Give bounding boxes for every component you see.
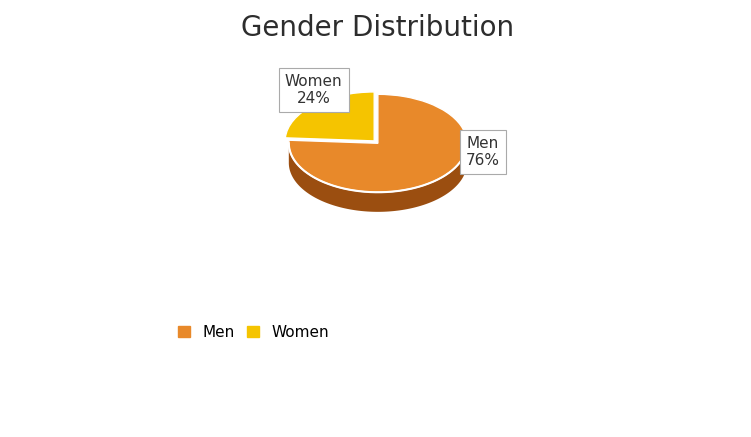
Text: Men
76%: Men 76% <box>466 136 500 168</box>
Title: Gender Distribution: Gender Distribution <box>241 14 514 42</box>
Polygon shape <box>289 143 467 212</box>
Text: Women
24%: Women 24% <box>285 74 342 106</box>
Wedge shape <box>285 92 374 141</box>
Legend: Men, Women: Men, Women <box>171 319 335 346</box>
Wedge shape <box>289 94 467 192</box>
